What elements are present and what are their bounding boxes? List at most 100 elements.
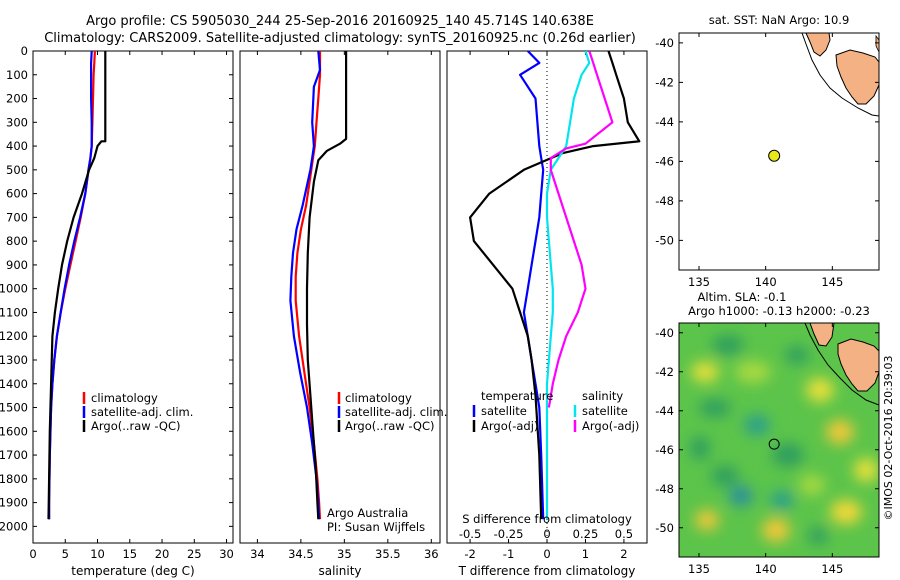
top-tick-label: 0.5 (615, 527, 633, 541)
y-tick-label: 1700 (0, 448, 28, 462)
altimetry-map: Altim. SLA: -0.1 Argo h1000: -0.13 h2000… (655, 290, 880, 576)
x-tick-label: 20 (155, 547, 170, 561)
temperature-series (47, 51, 107, 520)
lon-tick-label: 145 (821, 275, 843, 289)
x-tick-label: 35.5 (375, 547, 401, 561)
x-tick-label: 0 (29, 547, 36, 561)
lat-tick-label: -44 (655, 404, 674, 418)
location-map: sat. SST: NaN Argo: 10.9 -40 -42 -44 -46 -48… (655, 13, 880, 289)
float-location-marker-sla (768, 438, 780, 450)
x-tick-label: -1 (503, 547, 514, 561)
legend-label-climatology: climatology (345, 391, 412, 405)
lat-tick-label: -50 (655, 521, 674, 535)
legend-header-salinity: salinity (582, 389, 623, 403)
s-difference-axis-label: S difference from climatology (462, 512, 632, 526)
legend-label-sal-satellite: satellite (582, 404, 628, 418)
latitude-ticks-sla: -40 -42 -44 -46 -48 -50 (655, 326, 879, 535)
x-tick-label: 10 (90, 547, 105, 561)
x-tick-label: 25 (187, 547, 202, 561)
x-tick-label: 15 (122, 547, 137, 561)
legend-label-argo: Argo(..raw -QC) (91, 419, 181, 433)
salinity-series (289, 51, 348, 520)
temperature-axis-ticks: 0 5 10 15 20 25 30 (29, 51, 234, 561)
y-tick-label: 1400 (0, 377, 28, 391)
x-tick-label: 30 (219, 547, 234, 561)
series-line-salinity-argo-adj- (547, 51, 614, 408)
salinity-axis-label: salinity (318, 564, 361, 578)
x-tick-label: 36 (424, 547, 439, 561)
lat-tick-label: -46 (655, 443, 674, 457)
altimetry-title-line1: Altim. SLA: -0.1 (698, 290, 787, 304)
salinity-panel: 34 34.5 35 35.5 36 salinity climatology sate… (239, 50, 447, 578)
series-line-satellite-adj-clim- (289, 51, 322, 520)
legend-header-temperature: temperature (481, 389, 553, 403)
credit-program: Argo Australia (327, 506, 408, 520)
float-location-marker (768, 149, 781, 162)
x-tick-label: 2 (620, 547, 627, 561)
lon-tick-label: 135 (688, 562, 710, 576)
difference-panel: -2 -1 0 1 2 -0.5 -0.25 0 0.25 0.5 S difference f… (446, 50, 648, 578)
sla-mainland (809, 323, 835, 347)
y-tick-label: 1500 (0, 401, 28, 415)
y-tick-label: 1100 (0, 305, 28, 319)
y-tick-label: 600 (6, 187, 28, 201)
figure-title: Argo profile: CS 5905030_244 25-Sep-2016… (86, 14, 594, 29)
legend-label-sal-argo: Argo(-adj) (582, 419, 639, 433)
top-tick-label: -0.5 (459, 527, 481, 541)
series-line-argo-raw-qc- (305, 51, 348, 520)
x-tick-label: 5 (62, 547, 69, 561)
y-tick-label: 800 (6, 234, 28, 248)
salinity-legend: climatology satellite-adj. clim. Argo(..… (337, 391, 447, 433)
series-line-temperature-argo-adj- (469, 51, 641, 520)
y-tick-label: 200 (6, 92, 28, 106)
location-map-title: sat. SST: NaN Argo: 10.9 (709, 13, 850, 27)
y-tick-label: 1600 (0, 424, 28, 438)
legend-label-satellite: satellite-adj. clim. (91, 405, 193, 419)
coastline-contour (801, 33, 879, 117)
y-tick-label: 1800 (0, 472, 28, 486)
lat-tick-label: -46 (655, 154, 674, 168)
top-tick-label: 0.25 (573, 527, 599, 541)
lat-tick-label: -40 (655, 36, 674, 50)
y-tick-label: 300 (6, 115, 28, 129)
lat-tick-label: -48 (655, 482, 674, 496)
y-tick-label: 900 (6, 258, 28, 272)
legend-label-satellite: satellite-adj. clim. (345, 405, 447, 419)
y-tick-label: 100 (6, 68, 28, 82)
y-tick-label: 1200 (0, 329, 28, 343)
legend-label-temp-argo: Argo(-adj) (481, 419, 538, 433)
sla-heatmap (679, 323, 879, 557)
y-tick-label: 2000 (0, 519, 28, 533)
legend-label-temp-satellite: satellite (481, 404, 527, 418)
altimetry-title-line2: Argo h1000: -0.13 h2000: -0.23 (688, 304, 870, 318)
x-tick-label: 35 (337, 547, 352, 561)
y-tick-label: 700 (6, 210, 28, 224)
legend-label-climatology: climatology (91, 391, 158, 405)
x-tick-label: 34.5 (288, 547, 314, 561)
difference-series (469, 51, 641, 520)
lon-tick-label: 145 (821, 562, 843, 576)
credit-pi: PI: Susan Wijffels (327, 520, 425, 534)
longitude-ticks-sla: 135 140 145 (688, 323, 843, 576)
sla-tasmania (837, 338, 879, 392)
temperature-axis-label: temperature (deg C) (71, 564, 194, 578)
altimetry-map-frame (678, 322, 880, 558)
latitude-ticks: -40 -42 -44 -46 -48 -50 (655, 36, 879, 247)
lat-tick-label: -42 (655, 75, 674, 89)
x-tick-label: 34 (250, 547, 265, 561)
s-difference-axis-ticks: -0.5 -0.25 0 0.25 0.5 (459, 527, 633, 541)
lon-tick-label: 140 (755, 275, 777, 289)
difference-legend: temperature salinity satellite Argo(-adj… (472, 389, 639, 433)
lat-tick-label: -40 (655, 326, 674, 340)
temperature-panel: 0100200300400500600700800900100011001200… (0, 44, 647, 578)
x-tick-label: 1 (582, 547, 589, 561)
y-tick-label: 0 (21, 44, 28, 58)
lat-tick-label: -50 (655, 233, 674, 247)
tasmania-island (835, 49, 879, 105)
top-tick-label: 0 (543, 527, 550, 541)
y-tick-label: 1300 (0, 353, 28, 367)
series-line-salinity-satellite (545, 51, 591, 520)
figure-subtitle: Climatology: CARS2009. Satellite-adjuste… (44, 31, 636, 46)
lat-tick-label: -44 (655, 115, 674, 129)
